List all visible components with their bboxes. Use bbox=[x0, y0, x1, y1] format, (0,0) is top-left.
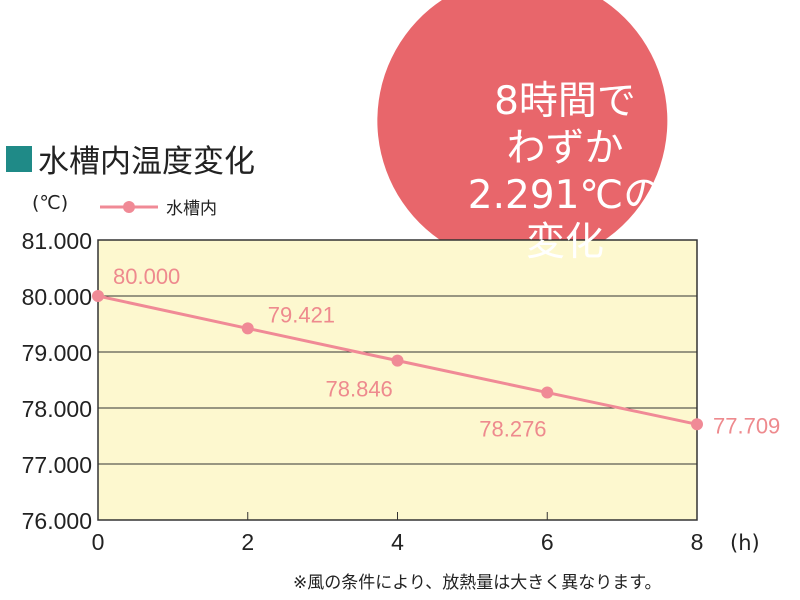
legend: 水槽内 bbox=[100, 194, 217, 219]
y-axis-label: (℃) bbox=[32, 192, 69, 214]
annotation-line: 8時間で bbox=[494, 79, 636, 124]
title-text: 水槽内温度変化 bbox=[38, 144, 255, 180]
data-label: 78.276 bbox=[479, 417, 546, 442]
data-label: 77.709 bbox=[713, 413, 780, 438]
annotation: 8時間で わずか 2.291℃の 変化 bbox=[430, 78, 700, 266]
annotation-line: 2.291℃の bbox=[467, 173, 663, 218]
data-point bbox=[391, 354, 404, 367]
annotation-line: 変化 bbox=[525, 220, 604, 265]
speech-bubble bbox=[377, 0, 668, 270]
y-tick-label: 78.000 bbox=[22, 396, 92, 422]
x-tick-label: 0 bbox=[92, 529, 105, 555]
data-point bbox=[241, 322, 254, 335]
data-label: 80.000 bbox=[113, 264, 180, 289]
x-tick-label: 6 bbox=[541, 529, 554, 555]
x-tick-label: 4 bbox=[391, 529, 404, 555]
legend-label: 水槽内 bbox=[166, 199, 217, 219]
x-tick-label: 2 bbox=[241, 529, 254, 555]
x-axis-label: (h) bbox=[730, 531, 760, 555]
data-point bbox=[541, 386, 554, 399]
y-tick-label: 77.000 bbox=[22, 452, 92, 478]
data-point bbox=[691, 418, 703, 431]
data-label: 78.846 bbox=[326, 377, 393, 402]
footnote: ※風の条件により、放熱量は大きく異なります。 bbox=[293, 573, 662, 593]
data-point bbox=[92, 290, 104, 302]
y-tick-label: 80.000 bbox=[22, 284, 92, 310]
y-tick-label: 81.000 bbox=[22, 228, 92, 254]
annotation-line: わずか bbox=[506, 126, 624, 171]
title-square-icon bbox=[6, 145, 32, 172]
data-label: 79.421 bbox=[268, 302, 335, 327]
chart-title: 水槽内温度変化 bbox=[6, 136, 255, 181]
x-tick-label: 8 bbox=[691, 529, 704, 555]
y-tick-label: 76.000 bbox=[22, 508, 92, 534]
plot-area bbox=[97, 239, 698, 521]
legend-line-marker-icon bbox=[100, 200, 158, 213]
y-tick-label: 79.000 bbox=[22, 340, 92, 366]
